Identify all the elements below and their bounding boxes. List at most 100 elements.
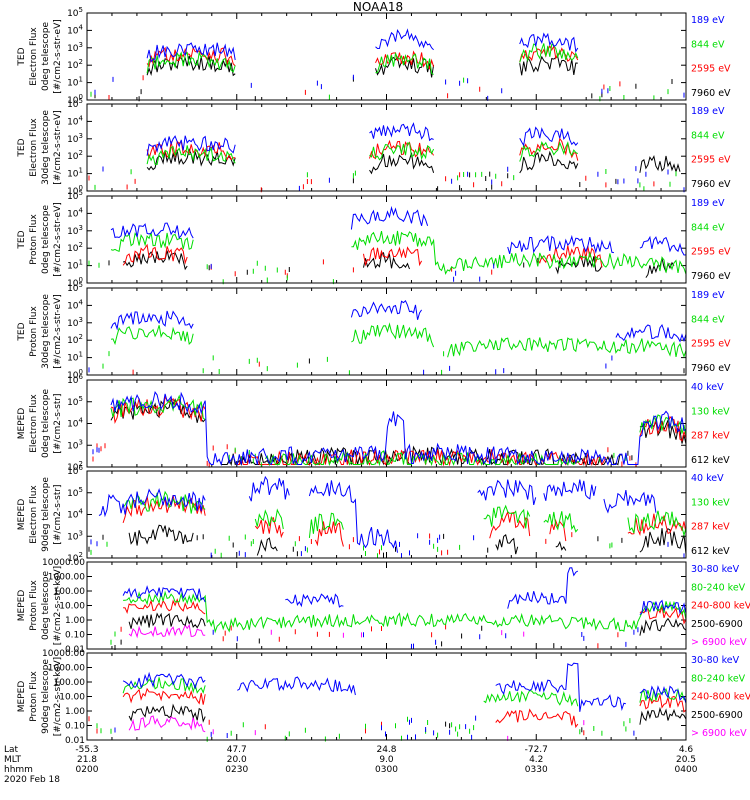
y-axis-label: Electron Flux — [29, 394, 39, 453]
y-tick-label: 1000.00 — [48, 664, 85, 674]
footer-hhmm: 0330 — [525, 765, 548, 775]
plot-frame — [86, 103, 687, 192]
series-trace — [90, 475, 685, 559]
legend-entry: 30-80 keV — [691, 564, 740, 575]
y-tick-label: 1.00 — [65, 616, 85, 626]
legend-entry: 287 keV — [691, 431, 730, 442]
y-tick-label: 101 — [67, 351, 83, 364]
series-trace — [88, 687, 687, 736]
y-axis-label: 90deg telescope — [41, 477, 51, 552]
y-tick-label: 105 — [67, 281, 83, 294]
footer-mlt: 21.8 — [77, 755, 97, 765]
y-tick-label: 0.01 — [65, 645, 85, 655]
series-trace — [90, 43, 669, 102]
plot-frame — [86, 195, 687, 284]
y-axis-label: MEPED — [17, 681, 27, 713]
y-tick-label: 10.00 — [59, 602, 85, 612]
panel-6: 102 103 104 105 106 MEPED Electron Flux 90deg t… — [17, 464, 730, 564]
series-trace — [110, 205, 687, 282]
footer-lat: 4.6 — [679, 745, 694, 755]
series-trace — [308, 358, 685, 374]
legend-entry: 2595 eV — [691, 64, 731, 75]
legend-entry: 40 keV — [691, 382, 724, 393]
y-tick-label: 106 — [67, 464, 83, 477]
legend-entry: 844 eV — [691, 130, 725, 141]
y-tick-label: 100.00 — [54, 587, 86, 597]
footer-lat: 24.8 — [376, 745, 396, 755]
legend-entry: 189 eV — [691, 15, 725, 26]
y-tick-label: 100.00 — [54, 678, 86, 688]
series-trace — [88, 299, 687, 375]
footer-mlt: 9.0 — [379, 755, 394, 765]
series-trace — [92, 391, 687, 467]
y-axis-label: MEPED — [17, 408, 27, 440]
panel-1: 100 101 102 103 104 105 TED Electron Flux 0deg t… — [17, 6, 731, 106]
legend-entry: 189 eV — [691, 290, 725, 301]
y-tick-label: 102 — [67, 58, 83, 71]
legend-entry: 844 eV — [691, 222, 725, 233]
y-axis-label: 30deg telescope — [41, 110, 51, 185]
legend-entry: 130 keV — [691, 406, 730, 417]
series-trace — [114, 612, 687, 650]
legend-entry: 844 eV — [691, 39, 725, 50]
y-tick-label: 100 — [67, 93, 83, 106]
y-tick-label: 103 — [67, 132, 83, 145]
series-trace — [94, 28, 685, 101]
legend-entry: 130 keV — [691, 497, 730, 508]
legend-entry: 7960 eV — [691, 271, 731, 282]
panel-3: 100 101 102 103 104 105 TED Proton Flux 0deg tel… — [17, 189, 731, 289]
y-tick-label: 102 — [67, 333, 83, 346]
footer-row-label-mlt: MLT — [4, 755, 22, 765]
footer-mlt: 20.5 — [676, 755, 696, 765]
series-trace — [110, 397, 687, 467]
y-tick-label: 100 — [67, 276, 83, 289]
legend-entry: 40 keV — [691, 473, 724, 484]
y-tick-label: 103 — [67, 438, 83, 451]
y-tick-label: 105 — [67, 6, 83, 19]
y-axis-label: [#/cm2-s-str-keV] — [53, 657, 63, 736]
legend-entry: 7960 eV — [691, 179, 731, 190]
footer-hhmm: 0230 — [225, 765, 248, 775]
y-axis-label: [#/cm2-s-str] — [53, 484, 63, 544]
series-trace — [102, 122, 687, 193]
y-tick-label: 101 — [67, 167, 83, 180]
footer-row-label-lat: Lat — [4, 745, 19, 755]
series-trace — [96, 677, 687, 742]
y-axis-label: TED — [17, 138, 27, 157]
plot-frame — [86, 652, 687, 741]
y-tick-label: 103 — [67, 224, 83, 237]
y-tick-label: 101 — [67, 76, 83, 89]
legend-entry: 7960 eV — [691, 88, 731, 99]
y-tick-label: 105 — [67, 395, 83, 408]
y-tick-label: 104 — [67, 508, 83, 521]
y-axis-label: Electron Flux — [29, 118, 39, 177]
y-tick-label: 10.00 — [59, 693, 85, 703]
y-tick-label: 101 — [67, 259, 83, 272]
series-trace — [114, 662, 687, 740]
legend-entry: 80-240 keV — [691, 582, 746, 593]
y-axis-label: TED — [17, 47, 27, 66]
y-tick-label: 104 — [67, 417, 83, 430]
y-axis-label: 0deg telescope — [41, 205, 51, 275]
plot-frame — [86, 12, 687, 101]
series-trace — [110, 590, 687, 645]
y-axis-label: 0deg telescope — [41, 22, 51, 92]
y-axis-label: Proton Flux — [29, 580, 39, 631]
y-tick-label: 103 — [67, 316, 83, 329]
legend-entry: > 6900 keV — [691, 728, 747, 739]
y-axis-label: [#/cm2-s-str] — [53, 393, 63, 453]
y-tick-label: 102 — [67, 460, 83, 473]
y-axis-label: Proton Flux — [29, 671, 39, 722]
series-trace — [90, 490, 687, 559]
y-axis-label: MEPED — [17, 590, 27, 622]
y-axis-label: 30deg telescope — [41, 294, 51, 369]
y-tick-label: 102 — [67, 241, 83, 254]
legend-entry: 2595 eV — [691, 339, 731, 350]
panel-2: 100 101 102 103 104 105 TED Electron Flux 30deg … — [17, 97, 731, 197]
series-trace — [102, 322, 687, 376]
y-tick-label: 100 — [67, 184, 83, 197]
footer-date: 2020 Feb 18 — [4, 775, 60, 785]
footer-row-label-hhmm: hhmm — [4, 765, 33, 775]
